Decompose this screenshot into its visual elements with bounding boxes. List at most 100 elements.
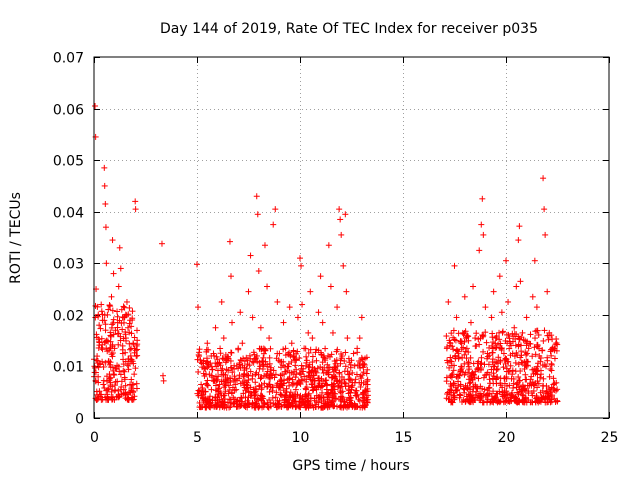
y-tick-label: 0.03 <box>53 257 84 273</box>
data-point <box>489 356 496 363</box>
data-point <box>338 383 345 390</box>
data-point <box>315 347 322 354</box>
data-point <box>453 373 460 380</box>
data-point <box>531 382 538 389</box>
data-point <box>490 339 497 346</box>
data-point <box>244 357 251 364</box>
y-tick-label: 0.01 <box>53 360 84 376</box>
data-point <box>249 314 256 321</box>
data-point <box>338 379 345 386</box>
data-point <box>311 366 318 373</box>
data-point <box>224 399 231 406</box>
data-point <box>553 335 560 342</box>
data-point <box>266 396 273 403</box>
data-point <box>554 386 561 393</box>
data-point <box>204 396 211 403</box>
data-point <box>260 361 267 368</box>
data-point <box>313 386 320 393</box>
data-point <box>290 347 297 354</box>
data-point <box>493 366 500 373</box>
data-point <box>95 344 102 351</box>
data-point <box>342 211 349 218</box>
data-point <box>535 331 542 338</box>
data-point <box>548 352 555 359</box>
data-point <box>246 362 253 369</box>
data-point <box>266 360 273 367</box>
data-point <box>297 381 304 388</box>
data-point <box>299 301 306 308</box>
data-point <box>527 376 534 383</box>
data-point <box>203 346 210 353</box>
data-point <box>227 273 234 280</box>
data-point <box>529 353 536 360</box>
data-point <box>305 364 312 371</box>
data-point <box>528 399 535 406</box>
data-point <box>336 206 343 213</box>
data-point <box>310 387 317 394</box>
data-point <box>194 261 200 268</box>
data-point <box>110 367 117 374</box>
data-point <box>475 358 482 365</box>
data-point <box>296 398 303 405</box>
data-point <box>359 361 366 368</box>
data-point <box>490 370 497 377</box>
data-point <box>245 394 252 401</box>
data-point <box>98 335 105 342</box>
data-point <box>110 270 117 277</box>
data-point <box>133 353 140 360</box>
data-point <box>540 337 547 344</box>
data-point <box>538 371 545 378</box>
data-point <box>479 399 486 406</box>
data-point <box>461 360 468 367</box>
data-point <box>260 350 267 357</box>
data-point <box>507 397 514 404</box>
data-point <box>468 394 475 401</box>
data-point <box>239 340 246 347</box>
data-point <box>333 377 340 384</box>
data-point <box>489 334 496 341</box>
data-point <box>513 283 520 290</box>
data-point <box>114 308 121 315</box>
data-point <box>210 378 217 385</box>
data-point <box>198 404 205 411</box>
data-point <box>445 396 452 403</box>
data-point <box>480 348 487 355</box>
data-point <box>122 335 129 342</box>
data-point <box>466 399 473 406</box>
data-point <box>284 376 291 383</box>
data-point <box>354 391 361 398</box>
data-point <box>503 365 510 372</box>
data-point <box>523 314 530 321</box>
data-point <box>195 304 202 311</box>
data-point <box>333 357 340 364</box>
data-point <box>290 371 297 378</box>
data-point <box>521 366 528 373</box>
data-point <box>552 387 559 394</box>
data-point <box>496 336 503 343</box>
data-point <box>480 332 487 339</box>
data-point <box>245 400 252 407</box>
data-point <box>529 366 536 373</box>
data-point <box>542 231 549 238</box>
data-point <box>318 351 325 358</box>
data-point <box>321 355 328 362</box>
data-point <box>476 247 483 254</box>
data-point <box>259 366 266 373</box>
data-point <box>227 403 234 410</box>
data-point <box>111 396 118 403</box>
y-tick-label: 0.04 <box>53 206 84 222</box>
data-point <box>282 345 289 352</box>
data-point <box>517 278 524 285</box>
data-point <box>219 355 226 362</box>
data-point <box>364 385 371 392</box>
data-point <box>236 360 243 367</box>
data-point <box>127 381 134 388</box>
data-point <box>102 327 109 334</box>
y-tick-label: 0.06 <box>53 103 84 119</box>
data-point <box>450 367 457 374</box>
data-point <box>493 374 500 381</box>
data-point <box>194 356 201 363</box>
data-point <box>291 353 298 360</box>
data-point <box>230 394 237 401</box>
data-point <box>331 380 338 387</box>
